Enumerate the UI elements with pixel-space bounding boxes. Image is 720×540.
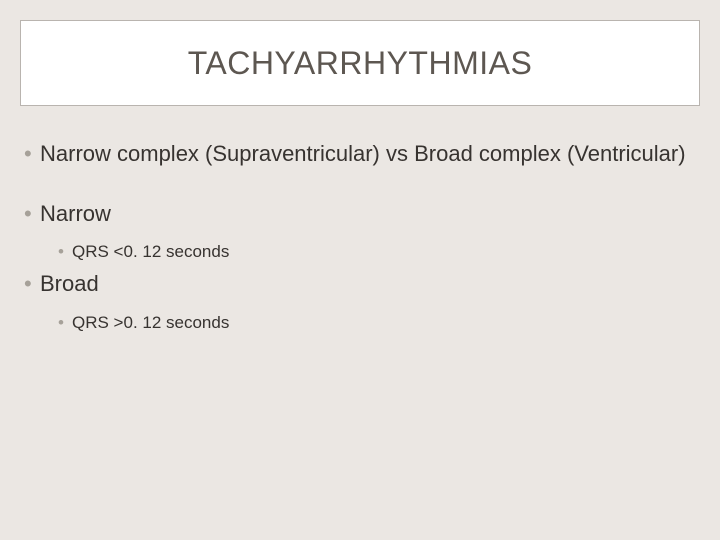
- slide: TACHYARRHYTHMIAS •Narrow complex (Suprav…: [0, 0, 720, 540]
- slide-content: •Narrow complex (Supraventricular) vs Br…: [24, 140, 696, 341]
- bullet-item: •QRS <0. 12 seconds: [24, 241, 696, 262]
- bullet-marker-icon: •: [58, 312, 72, 333]
- bullet-text: Narrow: [40, 200, 696, 228]
- bullet-marker-icon: •: [24, 140, 40, 168]
- bullet-marker-icon: •: [24, 200, 40, 228]
- slide-title: TACHYARRHYTHMIAS: [188, 45, 533, 82]
- bullet-text: QRS <0. 12 seconds: [72, 241, 696, 262]
- title-box: TACHYARRHYTHMIAS: [20, 20, 700, 106]
- bullet-item: •Broad: [24, 270, 696, 298]
- bullet-item: •QRS >0. 12 seconds: [24, 312, 696, 333]
- bullet-item: •Narrow complex (Supraventricular) vs Br…: [24, 140, 696, 168]
- bullet-marker-icon: •: [24, 270, 40, 298]
- spacer: [24, 176, 696, 200]
- bullet-text: QRS >0. 12 seconds: [72, 312, 696, 333]
- bullet-text: Narrow complex (Supraventricular) vs Bro…: [40, 140, 696, 168]
- bullet-item: •Narrow: [24, 200, 696, 228]
- bullet-text: Broad: [40, 270, 696, 298]
- bullet-marker-icon: •: [58, 241, 72, 262]
